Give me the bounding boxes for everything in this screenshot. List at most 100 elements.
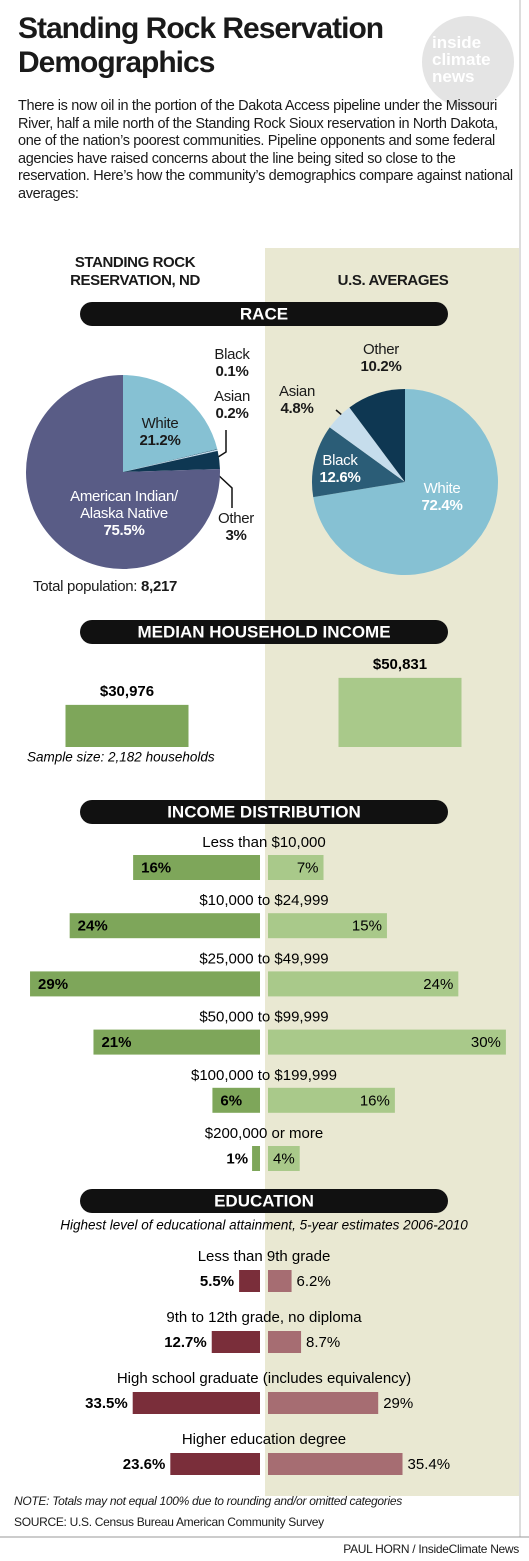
bar xyxy=(268,1029,506,1055)
slice-label: Asian 4.8% xyxy=(217,383,377,417)
value-label: 29% xyxy=(38,976,68,993)
category-label: $10,000 to $24,999 xyxy=(199,892,328,909)
section-title: RACE xyxy=(240,304,288,323)
category-label: High school graduate (includes equivalen… xyxy=(117,1370,411,1387)
subtitle: Highest level of educational attainment,… xyxy=(60,1218,468,1233)
category-label: $200,000 or more xyxy=(205,1125,323,1142)
slice-label: Other 10.2% xyxy=(301,341,461,375)
bar xyxy=(338,677,462,747)
category-label: $50,000 to $99,999 xyxy=(199,1009,328,1026)
slice-value: 10.2% xyxy=(360,358,402,375)
bar xyxy=(69,913,261,939)
value-label: 6% xyxy=(220,1092,242,1109)
slice-value: 0.1% xyxy=(215,363,249,380)
bar xyxy=(268,1087,395,1113)
section-title: EDUCATION xyxy=(214,1191,314,1210)
bar xyxy=(30,971,261,997)
slice-category: Other xyxy=(217,510,254,527)
category-label: $100,000 to $199,999 xyxy=(191,1067,337,1084)
bar xyxy=(93,1029,260,1055)
category-label: 9th to 12th grade, no diploma xyxy=(166,1309,362,1326)
pie-slice xyxy=(313,389,498,575)
value-label: 15% xyxy=(352,918,382,935)
slice-value: 0.2% xyxy=(215,405,249,422)
slice-category: Asian xyxy=(213,388,251,405)
intro: There is now oil in the portion of the D… xyxy=(18,98,513,202)
slice-value: 12.6% xyxy=(319,469,361,486)
bar xyxy=(212,1087,260,1113)
section-bar xyxy=(80,800,448,824)
value-label: 30% xyxy=(471,1034,501,1051)
category-label: Higher education degree xyxy=(182,1431,346,1448)
category-label: Less than $10,000 xyxy=(202,834,325,851)
slice-label: American Indian/ Alaska Native 75.5% xyxy=(44,488,204,539)
column-header: STANDING ROCK RESERVATION, ND xyxy=(70,254,200,289)
bar xyxy=(268,1146,300,1171)
bar xyxy=(65,704,189,747)
bar xyxy=(268,913,387,939)
slice-category: White xyxy=(141,415,179,432)
slice-label: White 21.2% xyxy=(80,415,240,449)
value-label: 21% xyxy=(101,1034,131,1051)
value-label: 7% xyxy=(297,859,319,876)
value-label: 23.6% xyxy=(123,1456,166,1473)
bar xyxy=(211,1331,260,1353)
slice-category: Black xyxy=(214,346,250,363)
pie-slice xyxy=(349,389,405,482)
slice-value: 75.5% xyxy=(103,522,145,539)
slice-label: Black 12.6% xyxy=(260,452,420,486)
category-label: Less than 9th grade xyxy=(198,1248,331,1265)
slice-label: Black 0.1% xyxy=(152,346,312,380)
slice-value: 72.4% xyxy=(421,497,463,514)
pie-slice xyxy=(123,450,220,472)
pie-slice xyxy=(123,449,218,472)
value-label: 12.7% xyxy=(164,1334,207,1351)
credit: PAUL HORN / InsideClimate News xyxy=(343,1542,519,1556)
value-label: $50,831 xyxy=(373,656,427,673)
pie-slice xyxy=(25,374,221,569)
value-label: $30,976 xyxy=(100,683,154,700)
footnote: NOTE: Totals may not equal 100% due to r… xyxy=(14,1494,402,1508)
value-label: 5.5% xyxy=(200,1273,234,1290)
value-label: 24% xyxy=(78,918,108,935)
value-label: 35.4% xyxy=(408,1456,451,1473)
slice-category: American Indian/ Alaska Native xyxy=(70,488,178,522)
section-bar xyxy=(80,302,448,326)
logo: inside climate news xyxy=(432,33,491,86)
source: SOURCE: U.S. Census Bureau American Comm… xyxy=(14,1515,324,1529)
total-population: Total population: 8,217 xyxy=(33,578,177,595)
section-bar xyxy=(80,620,448,644)
value-label: 4% xyxy=(273,1150,295,1167)
slice-category: White xyxy=(423,480,461,497)
bar xyxy=(252,1146,260,1171)
slice-value: 3% xyxy=(225,527,247,544)
value-label: 6.2% xyxy=(297,1273,331,1290)
category-label: $25,000 to $49,999 xyxy=(199,950,328,967)
slice-category: Black xyxy=(322,452,358,469)
bar xyxy=(133,855,260,880)
bar xyxy=(132,1392,260,1414)
pie-slice xyxy=(329,407,405,482)
total-value: 8,217 xyxy=(141,578,178,595)
pie-slice xyxy=(123,449,218,472)
column-header: U.S. AVERAGES xyxy=(337,272,449,289)
slice-label: White 72.4% xyxy=(362,480,522,514)
value-label: 24% xyxy=(423,976,453,993)
bar xyxy=(268,855,324,880)
bar xyxy=(268,971,459,997)
value-label: 16% xyxy=(141,859,171,876)
section-title: INCOME DISTRIBUTION xyxy=(167,802,361,821)
slice-value: 21.2% xyxy=(139,432,181,449)
value-label: 33.5% xyxy=(85,1395,128,1412)
bar xyxy=(268,1453,403,1475)
slice-label: Other 3% xyxy=(156,510,316,544)
title: Standing Rock Reservation Demographics xyxy=(18,12,384,79)
bar xyxy=(268,1392,379,1414)
slice-label: Asian 0.2% xyxy=(152,388,312,422)
pie-slice xyxy=(123,374,218,472)
bar xyxy=(268,1331,302,1353)
note: Sample size: 2,182 households xyxy=(27,750,215,765)
pie-slice xyxy=(312,427,405,498)
